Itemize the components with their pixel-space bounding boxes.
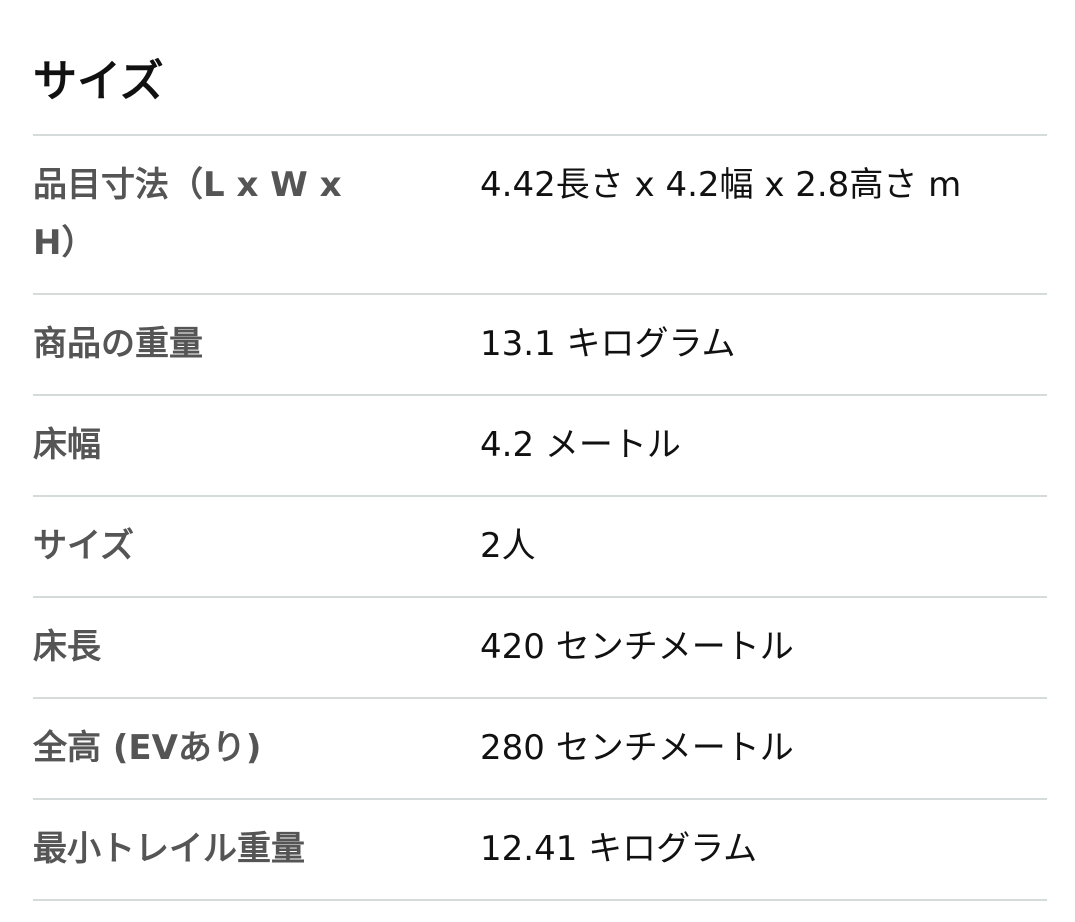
row-label: 床幅 xyxy=(33,425,101,465)
row-value: 12.41 キログラム xyxy=(480,829,758,869)
table-row: 商品の重量 13.1 キログラム xyxy=(33,294,1047,395)
section-title: サイズ xyxy=(33,56,164,107)
table-row: 品目寸法（L x W x H） 4.42長さ x 4.2幅 x 2.8高さ m xyxy=(33,135,1047,294)
table-row: サイズ 2人 xyxy=(33,496,1047,597)
table-row: 床長 420 センチメートル xyxy=(33,597,1047,698)
row-label: 全高 (EVあり) xyxy=(33,728,262,768)
table-row: 最小トレイル重量 12.41 キログラム xyxy=(33,799,1047,900)
table-row: 床幅 4.2 メートル xyxy=(33,395,1047,496)
row-value: 2人 xyxy=(480,526,536,566)
row-label: 商品の重量 xyxy=(33,324,203,364)
row-value: 4.42長さ x 4.2幅 x 2.8高さ m xyxy=(480,165,962,205)
row-value: 420 センチメートル xyxy=(480,627,794,667)
table-row: 全高 (EVあり) 280 センチメートル xyxy=(33,698,1047,799)
spec-table: 品目寸法（L x W x H） 4.42長さ x 4.2幅 x 2.8高さ m 商… xyxy=(33,134,1047,901)
row-value: 280 センチメートル xyxy=(480,728,794,768)
row-label: 床長 xyxy=(33,627,101,667)
row-label: 最小トレイル重量 xyxy=(33,829,305,869)
row-label: サイズ xyxy=(33,526,134,566)
row-value: 13.1 キログラム xyxy=(480,324,736,364)
row-label: 品目寸法（L x W x H） xyxy=(33,165,342,263)
row-value: 4.2 メートル xyxy=(480,425,681,465)
